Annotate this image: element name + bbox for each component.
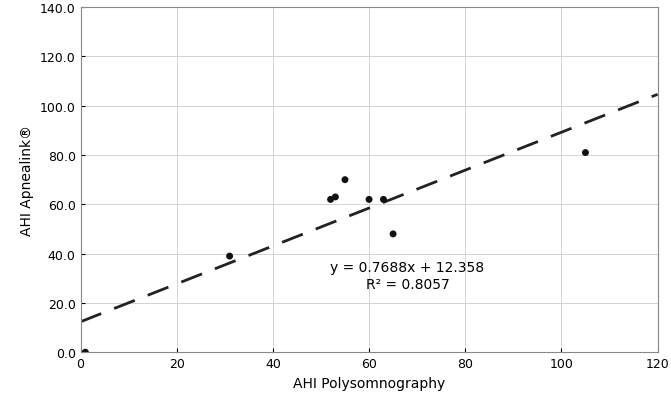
Point (364, 197, 374, 203)
Point (388, 231, 399, 238)
Text: y = 0.7688x + 12.358
R² = 0.8057: y = 0.7688x + 12.358 R² = 0.8057 (330, 261, 484, 291)
X-axis label: AHI Polysomnography: AHI Polysomnography (293, 376, 445, 390)
Point (80, 349, 91, 356)
Point (325, 197, 336, 203)
Point (378, 197, 389, 203)
Point (580, 150, 591, 156)
Point (224, 253, 235, 260)
Point (340, 177, 350, 183)
Y-axis label: AHI Apnealink®: AHI Apnealink® (20, 125, 34, 236)
Point (330, 194, 341, 200)
